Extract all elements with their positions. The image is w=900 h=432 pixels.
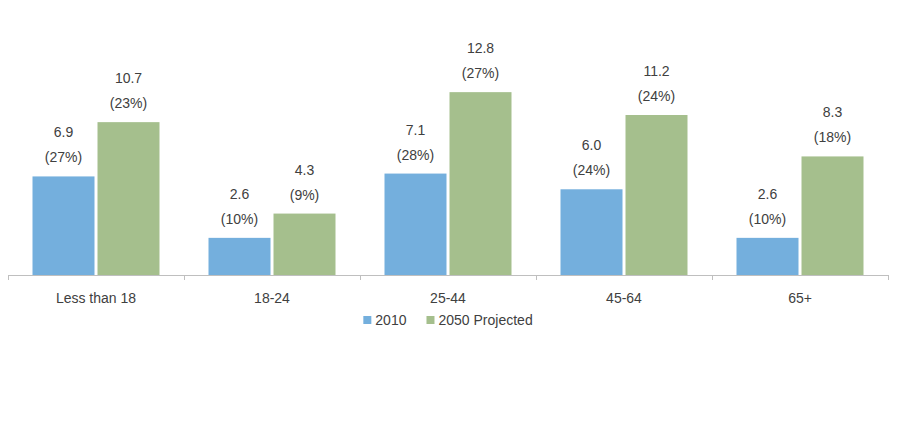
value-label: 12.8 [467,40,494,56]
share-label: (27%) [45,149,82,165]
x-axis-line [8,275,888,276]
value-label: 7.1 [406,122,426,138]
share-label: (27%) [462,65,499,81]
bar [737,238,799,275]
category-separator [888,275,889,280]
legend: 2010 2050 Projected [363,312,532,328]
value-label: 6.0 [582,137,602,153]
x-tick-label: 18-24 [254,290,290,306]
value-label: 2.6 [230,186,250,202]
value-label: 4.3 [295,162,315,178]
x-tick-label: Less than 18 [56,290,136,306]
value-label: 11.2 [643,63,669,79]
share-label: (18%) [814,129,851,145]
chart: 6.9 (27%) 2.6 (10%) 7.1 (28%) 6.0 (24%) 2.6 (10%)… [0,0,900,432]
x-axis: Less than 18 18-24 25-44 45-64 65+ [8,275,889,306]
category-separator [536,275,537,280]
legend-swatch [363,316,371,324]
value-label: 8.3 [823,104,843,120]
bar [450,92,512,275]
bar [209,238,271,275]
bar [33,176,95,275]
bar [802,156,864,275]
share-label: (10%) [749,211,786,227]
value-label: 6.9 [54,124,74,140]
share-label: (24%) [573,162,610,178]
bar [561,189,623,275]
share-label: (24%) [638,88,675,104]
bars [33,92,864,275]
legend-label: 2050 Projected [438,312,532,328]
chart-container: 6.9 (27%) 2.6 (10%) 7.1 (28%) 6.0 (24%) 2.6 (10%)… [0,0,900,432]
legend-swatch [426,316,434,324]
value-label: 2.6 [758,186,778,202]
category-separator [8,275,9,280]
bar [385,174,447,275]
x-tick-label: 25-44 [430,290,466,306]
share-label: (28%) [397,147,434,163]
category-separator [360,275,361,280]
share-label: (23%) [110,95,147,111]
bar [98,122,160,275]
share-label: (10%) [221,211,258,227]
share-label: (9%) [290,187,320,203]
x-tick-label: 65+ [788,290,812,306]
data-labels: 6.9 (27%) 2.6 (10%) 7.1 (28%) 6.0 (24%) 2.6 (10%)… [45,40,851,227]
bar [626,115,688,275]
category-separator [184,275,185,280]
category-separator [712,275,713,280]
legend-label: 2010 [375,312,406,328]
value-label: 10.7 [115,70,142,86]
bar [274,214,336,275]
x-tick-label: 45-64 [606,290,642,306]
